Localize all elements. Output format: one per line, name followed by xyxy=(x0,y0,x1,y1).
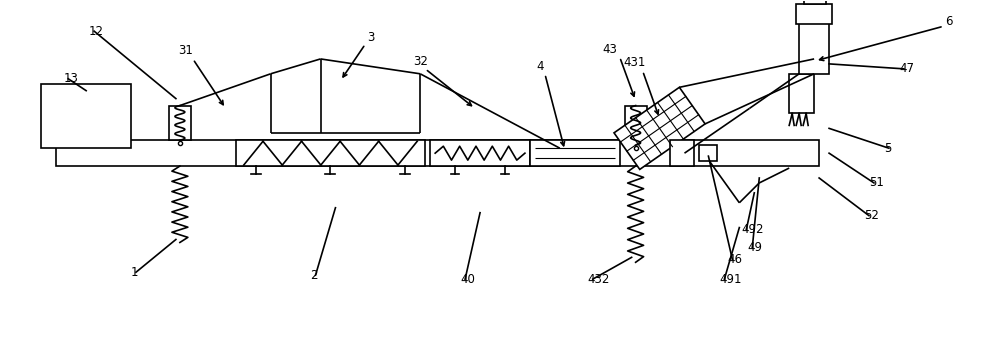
Bar xyxy=(430,140,530,166)
Text: 52: 52 xyxy=(864,209,879,222)
Text: 12: 12 xyxy=(89,25,104,38)
Text: 492: 492 xyxy=(741,223,764,236)
Text: 51: 51 xyxy=(869,176,884,189)
Text: 1: 1 xyxy=(131,266,139,279)
Text: 49: 49 xyxy=(747,241,762,254)
Text: 5: 5 xyxy=(884,142,891,155)
Text: 43: 43 xyxy=(602,42,617,55)
Bar xyxy=(799,19,829,74)
Bar xyxy=(530,140,620,166)
Text: 6: 6 xyxy=(945,15,952,28)
Text: 2: 2 xyxy=(311,269,318,282)
Text: 46: 46 xyxy=(727,253,742,266)
Text: 4: 4 xyxy=(536,60,544,73)
Text: 31: 31 xyxy=(178,45,193,57)
Bar xyxy=(41,84,131,148)
Text: 3: 3 xyxy=(367,31,374,44)
Bar xyxy=(789,74,814,113)
Text: 40: 40 xyxy=(460,272,475,286)
Bar xyxy=(169,105,191,140)
Text: 491: 491 xyxy=(719,272,742,286)
Bar xyxy=(804,0,826,5)
Polygon shape xyxy=(614,87,705,169)
Bar xyxy=(236,140,425,166)
Bar xyxy=(56,140,819,166)
Bar xyxy=(670,140,694,166)
Bar xyxy=(796,5,832,24)
Bar xyxy=(699,145,717,161)
Text: 431: 431 xyxy=(623,56,646,69)
Text: 32: 32 xyxy=(413,55,428,69)
Text: 13: 13 xyxy=(63,72,78,85)
Text: 432: 432 xyxy=(588,272,610,286)
Text: 47: 47 xyxy=(899,62,914,76)
Bar xyxy=(625,105,647,145)
